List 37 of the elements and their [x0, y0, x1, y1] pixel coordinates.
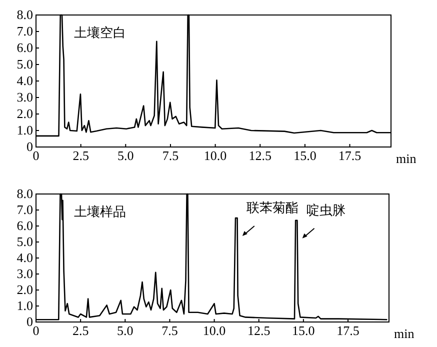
x-tick-label: 5.0: [117, 323, 134, 338]
y-tick-label: 5.0: [16, 234, 33, 249]
y-tick-label: 6.0: [16, 218, 33, 233]
text: 土壤样品: [74, 205, 126, 220]
x-tick-label: 12.5: [248, 148, 272, 163]
x-tick-label: 2.5: [72, 323, 89, 338]
y-tick-label: 2.0: [16, 282, 33, 297]
x-tick-label: 17.5: [336, 323, 360, 338]
annotation: 联苯菊酯: [246, 201, 298, 216]
x-tick-label: 7.5: [162, 323, 178, 338]
y-tick-label: 7.0: [16, 24, 33, 38]
x-tick-label: 12.5: [247, 323, 270, 338]
x-tick-label: 7.5: [162, 148, 179, 163]
x-tick-label: 15.0: [294, 148, 316, 163]
y-tick-label: 1.0: [16, 298, 33, 313]
x-tick-label: 2.5: [72, 148, 89, 163]
y-tick-label: 4.0: [16, 73, 33, 88]
x-tick-label: 17.5: [338, 148, 362, 163]
x-tick-label: 10.0: [204, 148, 227, 163]
x-axis-title: min: [394, 326, 415, 341]
y-tick-label: 7.0: [16, 202, 33, 217]
y-tick-label: 4.0: [16, 250, 33, 265]
y-tick-label: 3.0: [16, 90, 33, 104]
x-axis-title: min: [396, 151, 417, 166]
y-tick-label: 2.0: [16, 106, 33, 121]
x-tick-label: 5.0: [118, 148, 134, 163]
y-tick-label: 8.0: [16, 186, 33, 201]
text: 土壤空白: [74, 26, 126, 41]
x-tick-label: 10.0: [202, 323, 226, 338]
y-tick-label: 1.0: [16, 122, 33, 138]
y-tick-label: 3.0: [16, 266, 33, 281]
x-tick-label: 15.0: [292, 323, 315, 338]
y-tick-label: 6.0: [16, 40, 33, 55]
annotation: 啶虫脒: [306, 202, 346, 218]
line-series: [35, 193, 388, 320]
y-tick-label: 5.0: [16, 56, 33, 72]
y-tick-label: 8.0: [16, 7, 33, 22]
